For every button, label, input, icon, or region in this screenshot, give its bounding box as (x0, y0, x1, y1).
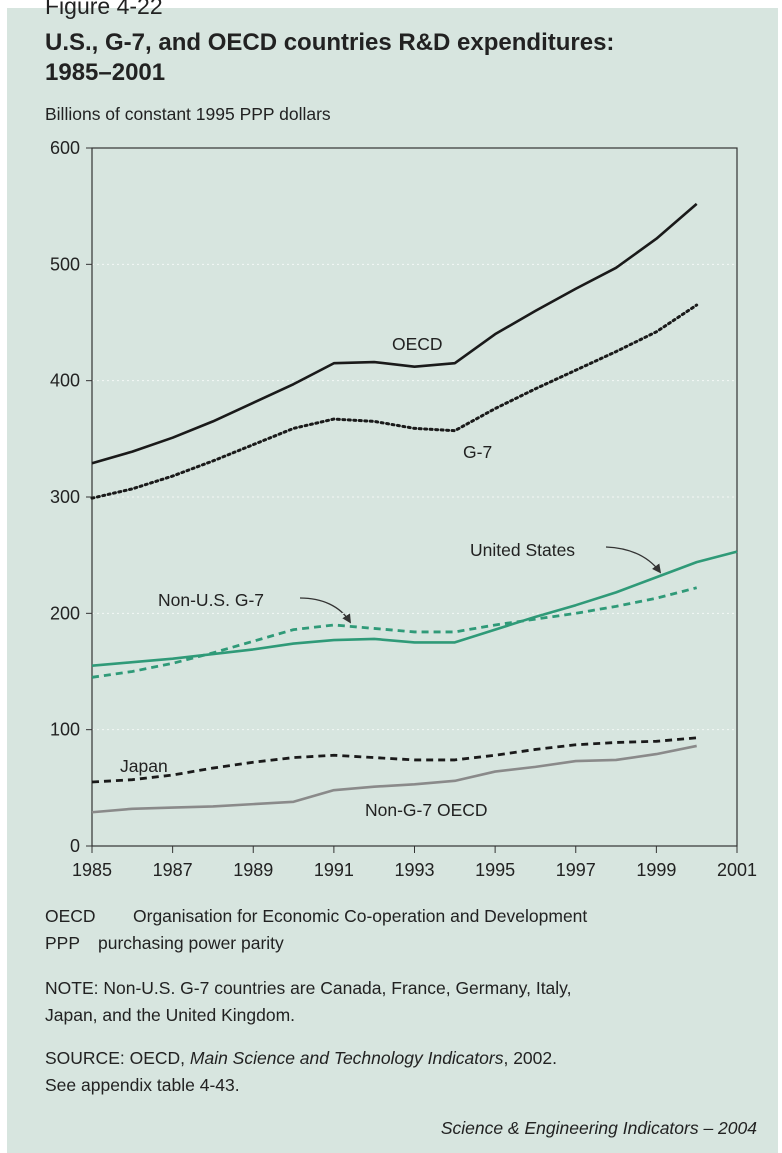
y-tick-label: 300 (50, 487, 80, 507)
y-tick-label: 200 (50, 603, 80, 623)
line-series (91, 586, 698, 679)
source-title: Main Science and Technology Indicators (190, 1048, 504, 1068)
chart-title: U.S., G-7, and OECD countries R&D expend… (45, 29, 614, 56)
label-arrow (299, 597, 351, 624)
x-tick-label: 1999 (636, 860, 676, 880)
abbr-meaning: Organisation for Economic Co-operation a… (133, 906, 587, 926)
line-series (91, 736, 697, 784)
x-tick-label: 1987 (153, 860, 193, 880)
chart-subtitle: Billions of constant 1995 PPP dollars (45, 104, 331, 124)
figure-label: Figure 4-22 (45, 0, 163, 19)
abbr: OECD (45, 906, 96, 926)
series-label: Non-U.S. G-7 (158, 590, 264, 610)
note: Japan, and the United Kingdom. (45, 1005, 295, 1025)
y-tick-label: 600 (50, 138, 80, 158)
x-tick-label: 1993 (394, 860, 434, 880)
y-tick-label: 0 (70, 836, 80, 856)
y-tick-label: 100 (50, 720, 80, 740)
y-tick-label: 500 (50, 254, 80, 274)
abbr-meaning: purchasing power parity (98, 933, 284, 953)
source-text: , 2002. (503, 1048, 557, 1068)
x-tick-label: 1997 (556, 860, 596, 880)
x-tick-label: 1995 (475, 860, 515, 880)
label-arrow (605, 546, 662, 574)
series-label: United States (470, 540, 575, 560)
x-tick-label: 1989 (233, 860, 273, 880)
credit: Science & Engineering Indicators – 2004 (441, 1118, 757, 1138)
x-tick-label: 1991 (314, 860, 354, 880)
series-label: G-7 (463, 442, 492, 462)
series-label: Non-G-7 OECD (365, 800, 488, 820)
source: See appendix table 4-43. (45, 1075, 240, 1095)
line-series (91, 202, 698, 465)
line-series (90, 303, 699, 500)
y-tick-label: 400 (50, 371, 80, 391)
series-label: OECD (392, 334, 443, 354)
note: NOTE: Non-U.S. G-7 countries are Canada,… (45, 978, 572, 998)
x-tick-label: 1985 (72, 860, 112, 880)
source: SOURCE: OECD, Main Science and Technolog… (45, 1048, 557, 1068)
source-text: SOURCE: OECD, (45, 1048, 190, 1068)
line-series (91, 744, 697, 814)
abbr: PPP (45, 933, 80, 953)
x-tick-label: 2001 (717, 860, 757, 880)
series-label: Japan (120, 756, 168, 776)
chart-title: 1985–2001 (45, 59, 165, 86)
